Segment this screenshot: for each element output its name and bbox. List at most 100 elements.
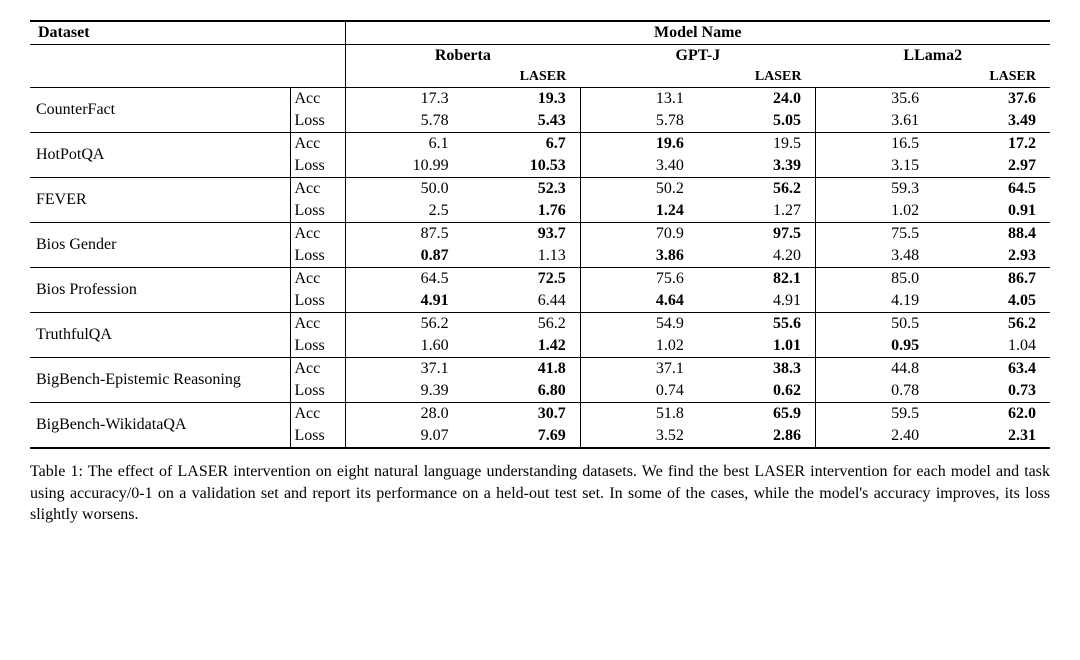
- value-cell: 75.5: [816, 223, 934, 246]
- value-cell: 4.64: [580, 290, 698, 313]
- value-cell: 3.86: [580, 245, 698, 268]
- value-cell: 56.2: [698, 178, 816, 201]
- caption-text-pre: The effect of: [83, 463, 178, 480]
- metric-cell: Acc: [290, 178, 345, 201]
- value-cell: 16.5: [816, 133, 934, 156]
- value-cell: 3.61: [816, 110, 934, 133]
- value-cell: 50.5: [816, 313, 934, 336]
- value-cell: 4.19: [816, 290, 934, 313]
- metric-cell: Loss: [290, 425, 345, 448]
- value-cell: 6.7: [463, 133, 581, 156]
- value-cell: 24.0: [698, 88, 816, 111]
- value-cell: 6.80: [463, 380, 581, 403]
- value-cell: 64.5: [933, 178, 1050, 201]
- value-cell: 93.7: [463, 223, 581, 246]
- value-cell: 37.6: [933, 88, 1050, 111]
- value-cell: 56.2: [933, 313, 1050, 336]
- value-cell: 7.69: [463, 425, 581, 448]
- table-row: Bios GenderAcc87.593.770.997.575.588.4: [30, 223, 1050, 246]
- metric-cell: Acc: [290, 313, 345, 336]
- value-cell: 9.07: [345, 425, 463, 448]
- table-header: Dataset Model Name Roberta GPT-J LLama2 …: [30, 21, 1050, 88]
- value-cell: 65.9: [698, 403, 816, 426]
- model-header-roberta: Roberta: [345, 45, 580, 68]
- value-cell: 37.1: [345, 358, 463, 381]
- value-cell: 5.43: [463, 110, 581, 133]
- value-cell: 3.39: [698, 155, 816, 178]
- value-cell: 51.8: [580, 403, 698, 426]
- results-table: Dataset Model Name Roberta GPT-J LLama2 …: [30, 20, 1050, 449]
- value-cell: 55.6: [698, 313, 816, 336]
- value-cell: 2.97: [933, 155, 1050, 178]
- value-cell: 5.05: [698, 110, 816, 133]
- value-cell: 1.27: [698, 200, 816, 223]
- value-cell: 4.05: [933, 290, 1050, 313]
- table-row: BigBench-Epistemic ReasoningAcc37.141.83…: [30, 358, 1050, 381]
- value-cell: 0.91: [933, 200, 1050, 223]
- metric-cell: Loss: [290, 155, 345, 178]
- value-cell: 0.78: [816, 380, 934, 403]
- value-cell: 3.49: [933, 110, 1050, 133]
- value-cell: 54.9: [580, 313, 698, 336]
- table-caption: Table 1: The effect of LASER interventio…: [30, 461, 1050, 526]
- metric-cell: Acc: [290, 268, 345, 291]
- value-cell: 72.5: [463, 268, 581, 291]
- value-cell: 59.5: [816, 403, 934, 426]
- value-cell: 6.44: [463, 290, 581, 313]
- value-cell: 35.6: [816, 88, 934, 111]
- table-row: Bios ProfessionAcc64.572.575.682.185.086…: [30, 268, 1050, 291]
- value-cell: 5.78: [345, 110, 463, 133]
- value-cell: 10.99: [345, 155, 463, 178]
- value-cell: 4.20: [698, 245, 816, 268]
- value-cell: 41.8: [463, 358, 581, 381]
- metric-cell: Acc: [290, 358, 345, 381]
- value-cell: 52.3: [463, 178, 581, 201]
- value-cell: 1.42: [463, 335, 581, 358]
- value-cell: 19.5: [698, 133, 816, 156]
- model-header-llama2: LLama2: [816, 45, 1051, 68]
- value-cell: 37.1: [580, 358, 698, 381]
- metric-cell: Loss: [290, 380, 345, 403]
- value-cell: 2.86: [698, 425, 816, 448]
- table-row: FEVERAcc50.052.350.256.259.364.5: [30, 178, 1050, 201]
- table-row: HotPotQAAcc6.16.719.619.516.517.2: [30, 133, 1050, 156]
- value-cell: 30.7: [463, 403, 581, 426]
- subheader-laser-llama2: LASER: [933, 67, 1050, 88]
- caption-laser-1: LASER: [177, 463, 228, 480]
- value-cell: 3.40: [580, 155, 698, 178]
- dataset-name-cell: Bios Gender: [30, 223, 290, 268]
- dataset-name-cell: Bios Profession: [30, 268, 290, 313]
- value-cell: 28.0: [345, 403, 463, 426]
- dataset-name-cell: TruthfulQA: [30, 313, 290, 358]
- value-cell: 0.87: [345, 245, 463, 268]
- value-cell: 19.3: [463, 88, 581, 111]
- value-cell: 1.76: [463, 200, 581, 223]
- value-cell: 5.78: [580, 110, 698, 133]
- empty-header-cell: [30, 45, 345, 88]
- value-cell: 6.1: [345, 133, 463, 156]
- subheader-laser-roberta: LASER: [463, 67, 581, 88]
- value-cell: 2.93: [933, 245, 1050, 268]
- value-cell: 1.02: [816, 200, 934, 223]
- value-cell: 87.5: [345, 223, 463, 246]
- metric-cell: Loss: [290, 110, 345, 133]
- value-cell: 19.6: [580, 133, 698, 156]
- table-body: CounterFactAcc17.319.313.124.035.637.6Lo…: [30, 88, 1050, 449]
- value-cell: 59.3: [816, 178, 934, 201]
- value-cell: 1.60: [345, 335, 463, 358]
- value-cell: 0.62: [698, 380, 816, 403]
- dataset-name-cell: BigBench-Epistemic Reasoning: [30, 358, 290, 403]
- metric-cell: Acc: [290, 88, 345, 111]
- table-row: TruthfulQAAcc56.256.254.955.650.556.2: [30, 313, 1050, 336]
- caption-label: Table 1:: [30, 463, 83, 480]
- value-cell: 17.2: [933, 133, 1050, 156]
- value-cell: 2.40: [816, 425, 934, 448]
- value-cell: 82.1: [698, 268, 816, 291]
- dataset-name-cell: FEVER: [30, 178, 290, 223]
- value-cell: 10.53: [463, 155, 581, 178]
- dataset-name-cell: HotPotQA: [30, 133, 290, 178]
- value-cell: 86.7: [933, 268, 1050, 291]
- table-row: BigBench-WikidataQAAcc28.030.751.865.959…: [30, 403, 1050, 426]
- value-cell: 1.04: [933, 335, 1050, 358]
- value-cell: 56.2: [345, 313, 463, 336]
